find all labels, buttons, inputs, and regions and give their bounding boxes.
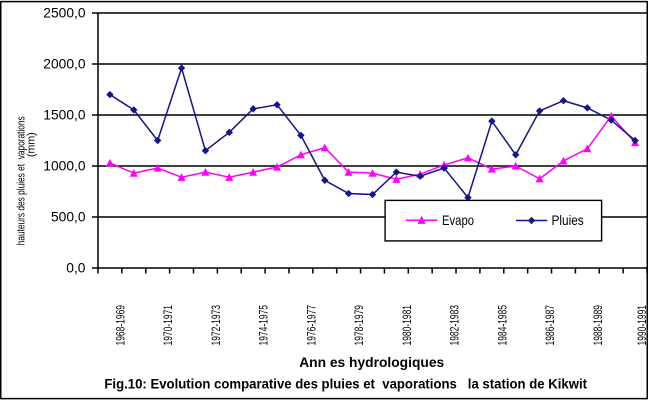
svg-text:1984-1985: 1984-1985 (495, 305, 509, 346)
svg-text:Ann es hydrologiques: Ann es hydrologiques (299, 354, 444, 370)
svg-text:1990-1991: 1990-1991 (635, 305, 649, 346)
svg-text:1968-1969: 1968-1969 (113, 305, 127, 346)
svg-text:1980-1981: 1980-1981 (400, 305, 414, 346)
svg-text:1976-1977: 1976-1977 (304, 305, 318, 346)
svg-text:1988-1989: 1988-1989 (591, 305, 605, 346)
svg-text:1982-1983: 1982-1983 (448, 305, 462, 346)
svg-text:1500,0: 1500,0 (43, 107, 85, 123)
svg-text:Pluies: Pluies (552, 212, 584, 228)
svg-text:2500,0: 2500,0 (43, 5, 85, 21)
svg-text:Fig.10: Evolution comparative: Fig.10: Evolution comparative des pluies… (104, 375, 587, 391)
svg-text:1000,0: 1000,0 (43, 158, 85, 174)
svg-text:1974-1975: 1974-1975 (257, 305, 271, 346)
svg-text:1970-1971: 1970-1971 (161, 305, 175, 346)
svg-text:1978-1979: 1978-1979 (352, 305, 366, 346)
svg-text:1972-1973: 1972-1973 (209, 305, 223, 346)
svg-text:0,0: 0,0 (66, 260, 85, 276)
svg-text:500,0: 500,0 (51, 209, 86, 225)
svg-text:Evapo: Evapo (442, 212, 474, 228)
svg-text:hauteurs des pluies et vapora: hauteurs des pluies et vaporations (16, 116, 28, 245)
svg-text:1986-1987: 1986-1987 (543, 305, 557, 346)
svg-text:2000,0: 2000,0 (43, 56, 85, 72)
svg-text:(mm): (mm) (26, 132, 38, 157)
